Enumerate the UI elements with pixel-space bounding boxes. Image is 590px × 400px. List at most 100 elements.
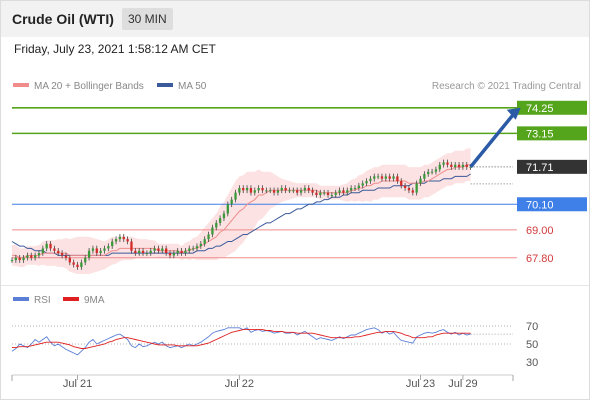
candle-body: [411, 190, 414, 193]
candle-body: [284, 188, 287, 191]
candle-body: [361, 183, 364, 186]
legend-9ma: 9MA: [63, 295, 105, 306]
candle-body: [276, 190, 280, 193]
candle-body: [303, 188, 307, 191]
level-label-support: 69.00: [526, 225, 554, 237]
legend-rsi-label: RSI: [34, 295, 51, 306]
candle-body: [319, 192, 322, 195]
chart-header: Crude Oil (WTI) 30 MIN: [1, 1, 589, 37]
candle-body: [430, 171, 434, 173]
candle-body: [265, 190, 268, 192]
candle-body: [26, 255, 29, 258]
candle-body: [211, 227, 214, 235]
candle-body: [91, 248, 95, 251]
candle-body: [403, 185, 407, 188]
candle-body: [376, 176, 380, 178]
candle-body: [134, 250, 137, 254]
candle-body: [392, 176, 395, 179]
legend-9ma-swatch: [63, 297, 79, 302]
timeframe-badge[interactable]: 30 MIN: [122, 8, 173, 30]
candle-body: [64, 255, 68, 258]
candle-body: [380, 176, 384, 179]
candle-body: [57, 250, 60, 254]
candle-body: [323, 192, 326, 194]
legend-ma20-swatch: [13, 83, 29, 88]
candle-body: [272, 190, 276, 193]
candle-body: [249, 188, 253, 193]
candle-body: [199, 243, 202, 247]
candle-body: [184, 250, 187, 254]
candle-body: [195, 246, 199, 249]
candle-body: [107, 246, 110, 249]
candle-body: [180, 250, 183, 254]
research-credit: Research © 2021 Trading Central: [431, 81, 581, 92]
instrument-title: Crude Oil (WTI): [12, 11, 114, 27]
candle-body: [245, 188, 249, 191]
candle-body: [315, 192, 318, 195]
candle-body: [114, 239, 118, 242]
candle-body: [33, 255, 37, 258]
candle-body: [450, 164, 453, 168]
candle-body: [334, 192, 337, 195]
candle-body: [296, 190, 299, 193]
candle-body: [138, 250, 141, 254]
candle-body: [288, 190, 291, 192]
candle-body: [37, 253, 41, 256]
candle-body: [326, 192, 330, 195]
candle-body: [68, 257, 71, 263]
candle-body: [14, 257, 18, 261]
candle-body: [87, 250, 91, 258]
level-label-pivot: 70.10: [526, 199, 554, 211]
candle-body: [384, 176, 387, 179]
candle-body: [145, 253, 149, 255]
projection-arrow-shaft: [469, 111, 517, 168]
bollinger-band: [12, 148, 471, 274]
candle-body: [330, 194, 334, 196]
rsi-tick-70: 70: [526, 321, 538, 333]
candle-body: [346, 190, 349, 193]
level-label-last: 71.71: [526, 162, 554, 174]
candle-body: [80, 262, 83, 268]
candle-body: [218, 218, 222, 223]
candle-body: [176, 250, 179, 254]
candle-body: [369, 178, 372, 182]
candle-body: [84, 257, 87, 263]
candle-body: [153, 248, 156, 251]
candle-body: [10, 260, 14, 262]
candle-body: [388, 176, 391, 179]
candle-body: [253, 190, 256, 193]
candle-body: [203, 239, 206, 244]
candle-body: [118, 236, 122, 240]
candle-body: [191, 248, 195, 250]
candle-body: [222, 213, 226, 219]
candle-body: [311, 190, 314, 193]
candle-body: [242, 188, 245, 191]
panel-separator: [1, 285, 589, 286]
candle-body: [168, 253, 172, 256]
candle-body: [349, 188, 353, 191]
candle-body: [280, 188, 283, 191]
candle-body: [400, 181, 403, 186]
legend-ma20: MA 20 + Bollinger Bands: [13, 81, 144, 92]
candle-body: [365, 181, 368, 184]
candle-body: [72, 262, 75, 265]
candle-body: [357, 185, 361, 188]
candle-body: [338, 190, 341, 193]
level-label-support: 67.80: [526, 253, 554, 265]
candle-body: [457, 164, 461, 168]
candle-body: [261, 188, 264, 191]
level-tag-resistance: [517, 126, 587, 141]
x-tick-label: Jul 22: [225, 378, 254, 390]
projection-arrow-head: [506, 107, 521, 120]
level-label-resistance: 74.25: [526, 103, 554, 115]
candle-body: [373, 176, 376, 179]
candle-body: [396, 176, 399, 182]
candle-body: [446, 162, 449, 165]
candle-body: [438, 164, 441, 170]
legend-ma50: MA 50: [157, 81, 206, 92]
candle-body: [215, 222, 218, 228]
legend-ma50-swatch: [157, 83, 173, 88]
legend-rsi-swatch: [13, 297, 29, 302]
candle-body: [99, 250, 102, 254]
